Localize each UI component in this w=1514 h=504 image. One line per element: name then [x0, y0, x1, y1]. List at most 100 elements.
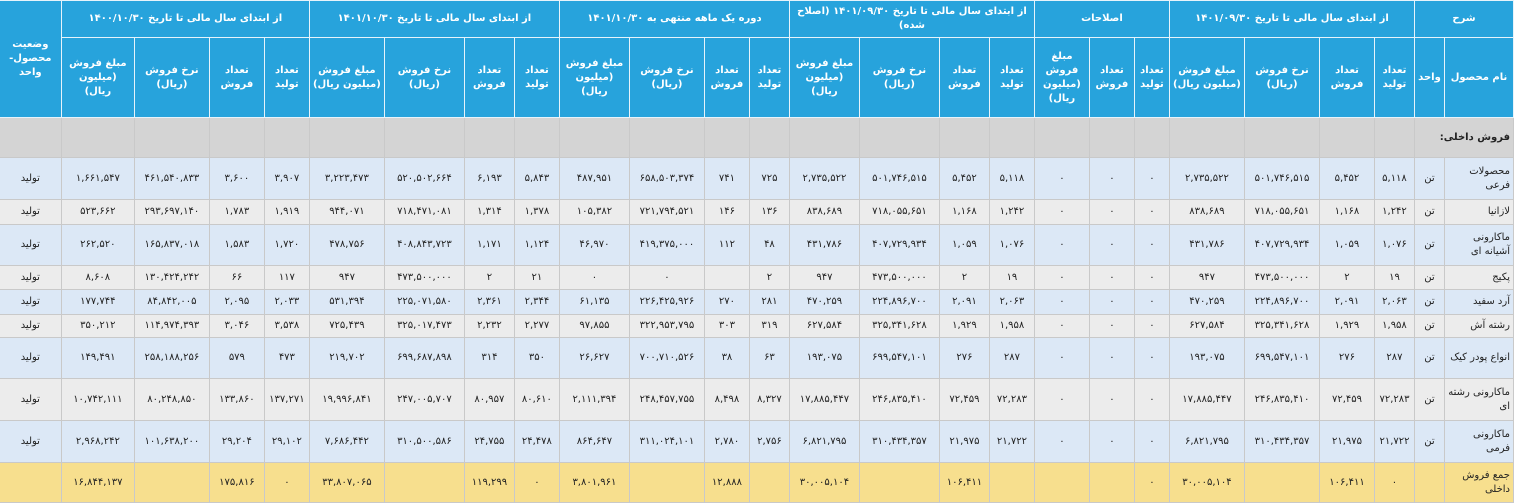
- cell: ۶,۸۲۱,۷۹۵: [1168, 420, 1245, 463]
- cell: ۴۸: [748, 224, 790, 266]
- cell: [1318, 117, 1375, 158]
- column-header: تعداد تولید: [1373, 37, 1415, 118]
- cell: [513, 117, 560, 158]
- cell: ۲۸۱: [748, 289, 790, 315]
- cell: ۲۴۶,۸۳۵,۴۱۰: [1243, 378, 1320, 421]
- cell: ۰: [1088, 337, 1135, 379]
- group-header: از ابتدای سال مالی تا تاریخ ۱۴۰۱/۱۰/۳۰: [308, 0, 560, 38]
- cell: ۰: [1033, 420, 1090, 463]
- cell: ۳۵۰: [513, 337, 560, 379]
- cell: تولید: [0, 337, 62, 379]
- cell: ۰: [1133, 199, 1170, 225]
- cell: [133, 462, 210, 503]
- cell: ۲۶,۶۲۷: [558, 337, 630, 379]
- cell: ۰: [1133, 265, 1170, 290]
- cell: [628, 117, 705, 158]
- cell: ۹۷,۸۵۵: [558, 314, 630, 338]
- cell: ۰: [1088, 378, 1135, 421]
- cell: ۲,۲۳۲: [463, 314, 515, 338]
- cell: ۲۲۶,۴۲۵,۹۲۶: [628, 289, 705, 315]
- cell: تن: [1413, 224, 1446, 266]
- cell: تولید: [0, 314, 62, 338]
- cell: [463, 117, 515, 158]
- cell: ۴۷۳,۵۰۰,۰۰۰: [383, 265, 465, 290]
- cell: ۳۱۹: [748, 314, 790, 338]
- cell: ۷۰۰,۷۱۰,۵۲۶: [628, 337, 705, 379]
- column-header: تعداد تولید: [988, 37, 1035, 118]
- cell: [628, 462, 705, 503]
- column-header: تعداد فروش: [703, 37, 750, 118]
- cell: ۰: [1133, 462, 1170, 503]
- cell: ۷۲۵,۴۳۹: [308, 314, 385, 338]
- cell: ۲۵۸,۱۸۸,۲۵۶: [133, 337, 210, 379]
- cell: ۳۲۲,۹۵۳,۷۹۵: [628, 314, 705, 338]
- cell: ۲,۰۳۳: [263, 289, 310, 315]
- cell: ۱۰۵,۳۸۲: [558, 199, 630, 225]
- cell: ۲,۰۹۱: [1318, 289, 1375, 315]
- column-header: مبلغ فروش (میلیون ریال): [1168, 37, 1245, 118]
- column-header: مبلغ فروش (میلیون ریال): [308, 37, 385, 118]
- column-header: نرخ فروش (ریال): [133, 37, 210, 118]
- cell: تن: [1413, 420, 1446, 463]
- cell: ۲۷۰: [703, 289, 750, 315]
- cell: ۷۲۱,۷۹۴,۵۲۱: [628, 199, 705, 225]
- cell: ۱۹: [1373, 265, 1415, 290]
- cell: ۳۸: [703, 337, 750, 379]
- cell: ۳۱۰,۴۳۴,۳۵۷: [1243, 420, 1320, 463]
- cell: ۵۳۱,۳۹۴: [308, 289, 385, 315]
- cell: ۳,۶۰۰: [208, 157, 265, 200]
- cell: ۰: [1373, 462, 1415, 503]
- cell: ۳۰,۰۰۵,۱۰۴: [1168, 462, 1245, 503]
- cell: [938, 117, 990, 158]
- cell: [1373, 117, 1415, 158]
- cell: ۷۲,۲۸۳: [988, 378, 1035, 421]
- cell: ۲۱۹,۷۰۲: [308, 337, 385, 379]
- cell: ۸۳۸,۶۸۹: [1168, 199, 1245, 225]
- cell: ۶۶: [208, 265, 265, 290]
- cell: ۹۴۷: [788, 265, 860, 290]
- cell: ۲: [1318, 265, 1375, 290]
- cell: ۲: [938, 265, 990, 290]
- cell: [788, 117, 860, 158]
- column-header: مبلغ فروش (میلیون ریال): [1033, 37, 1090, 118]
- cell: ۴۷۰,۲۵۹: [1168, 289, 1245, 315]
- cell: ۱۱۷: [263, 265, 310, 290]
- cell: ۴۸۷,۹۵۱: [558, 157, 630, 200]
- cell: ۵۷۹: [208, 337, 265, 379]
- cell: ۷۲۵: [748, 157, 790, 200]
- cell: تولید: [0, 224, 62, 266]
- group-header: اصلاحات: [1033, 0, 1170, 38]
- column-header: تعداد فروش: [938, 37, 990, 118]
- cell: ۷۱۸,۰۵۵,۶۵۱: [1243, 199, 1320, 225]
- cell: ۰: [263, 462, 310, 503]
- cell: ۱۶,۸۴۴,۱۳۷: [60, 462, 135, 503]
- cell: ۱۳۶: [748, 199, 790, 225]
- cell: ۲,۰۹۱: [938, 289, 990, 315]
- group-header: دوره یک ماهه منتهی به ۱۴۰۱/۱۰/۳۰: [558, 0, 790, 38]
- cell: [0, 462, 62, 503]
- cell: ۳۳,۸۰۷,۰۶۵: [308, 462, 385, 503]
- cell: [988, 117, 1035, 158]
- cell: تولید: [0, 378, 62, 421]
- cell: ۲۴,۷۵۵: [463, 420, 515, 463]
- cell: ۸۳۸,۶۸۹: [788, 199, 860, 225]
- cell: ۴۶۱,۵۴۰,۸۳۳: [133, 157, 210, 200]
- cell: ۰: [1033, 337, 1090, 379]
- cell: ۰: [1133, 378, 1170, 421]
- cell: ۲,۰۶۳: [988, 289, 1035, 315]
- cell: [858, 117, 940, 158]
- cell: ۷۱۸,۴۷۱,۰۸۱: [383, 199, 465, 225]
- cell: ۰: [513, 462, 560, 503]
- cell: ۱۶۵,۸۳۷,۰۱۸: [133, 224, 210, 266]
- cell: ۵,۴۵۲: [1318, 157, 1375, 200]
- cell: ۱۳۷,۲۷۱: [263, 378, 310, 421]
- cell: [1088, 117, 1135, 158]
- cell: [1243, 462, 1320, 503]
- cell: ۶۲۷,۵۸۴: [1168, 314, 1245, 338]
- cell: [858, 462, 940, 503]
- cell: تولید: [0, 289, 62, 315]
- cell: ۳۰۳: [703, 314, 750, 338]
- column-header: مبلغ فروش (میلیون ریال): [788, 37, 860, 118]
- cell: ۲,۷۸۰: [703, 420, 750, 463]
- cell: ۴۶,۹۷۰: [558, 224, 630, 266]
